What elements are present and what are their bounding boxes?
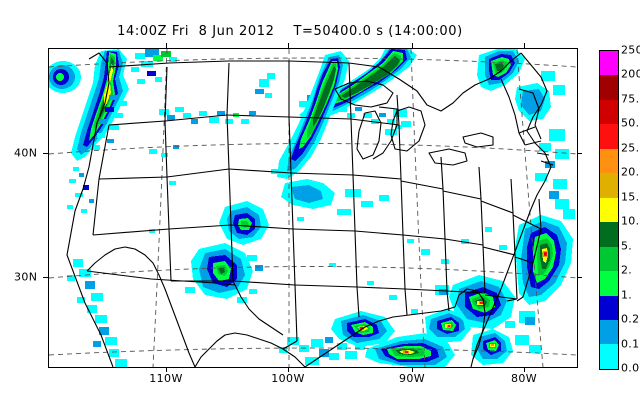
xtick-mark-0 <box>166 367 167 372</box>
ytick-label-30n: 30N <box>14 270 38 284</box>
colorbar-band-4 <box>600 148 618 174</box>
colorbar-band-0 <box>600 51 618 76</box>
colorbar-band-2 <box>600 99 618 125</box>
precip-cells-new-mexico <box>185 201 269 303</box>
colorbar-band-8 <box>600 246 618 272</box>
precip-band-atlantic-offshore <box>515 191 575 305</box>
precip-scatter-northern-rockies <box>91 49 256 157</box>
colorbar <box>599 50 619 370</box>
political-boundaries <box>66 52 554 367</box>
xtick-mark-top-2 <box>412 43 413 48</box>
xtick-label-80w: 80W <box>510 372 538 385</box>
colorbar-band-3 <box>600 124 618 149</box>
figure-title: 14:00Z Fri 8 Jun 2012 T=50400.0 s (14:00… <box>117 24 463 39</box>
ytick-label-40n: 40N <box>14 146 38 160</box>
precip-band-great-lakes <box>277 51 411 215</box>
colorbar-label-12: 0.10 <box>621 337 640 351</box>
lat-lon-graticule <box>49 49 577 367</box>
xtick-label-90w: 90W <box>398 372 426 385</box>
colorbar-label-13: 0.01 <box>621 361 640 375</box>
colorbar-band-7 <box>600 222 618 247</box>
colorbar-band-6 <box>600 197 618 223</box>
map-frame <box>48 48 578 368</box>
precipitation-field <box>49 49 575 367</box>
colorbar-band-5 <box>600 173 618 198</box>
ytick-mark-0 <box>43 153 48 154</box>
colorbar-label-6: 15. <box>621 190 640 204</box>
precip-cell-offshore-oregon <box>49 61 81 93</box>
colorbar-band-11 <box>600 319 618 345</box>
colorbar-label-0: 250. <box>621 43 640 57</box>
ytick-mark-right-1 <box>577 277 582 278</box>
map-canvas <box>49 49 577 367</box>
colorbar-label-7: 10. <box>621 214 640 228</box>
precip-coastal-baja <box>67 259 127 367</box>
map-panel <box>43 43 582 372</box>
colorbar-band-12 <box>600 344 618 369</box>
colorbar-label-2: 75. <box>621 92 640 106</box>
xtick-label-110w: 110W <box>149 372 183 385</box>
colorbar-label-9: 2. <box>621 263 633 277</box>
xtick-mark-1 <box>288 367 289 372</box>
colorbar-band-1 <box>600 75 618 100</box>
colorbar-label-8: 5. <box>621 239 633 253</box>
ytick-mark-right-0 <box>577 153 582 154</box>
colorbar-label-11: 0.25 <box>621 312 640 326</box>
precip-band-pacific-northwest <box>67 49 129 213</box>
ytick-mark-1 <box>43 277 48 278</box>
colorbar-label-3: 50. <box>621 116 640 130</box>
colorbar-band-9 <box>600 271 618 296</box>
xtick-mark-3 <box>524 367 525 372</box>
xtick-mark-top-1 <box>288 43 289 48</box>
xtick-mark-top-3 <box>524 43 525 48</box>
xtick-mark-2 <box>412 367 413 372</box>
colorbar-band-10 <box>600 295 618 320</box>
precip-band-northeast <box>477 49 569 189</box>
colorbar-label-10: 1. <box>621 288 633 302</box>
colorbar-label-1: 200. <box>621 67 640 81</box>
xtick-mark-top-0 <box>166 43 167 48</box>
colorbar-label-5: 20. <box>621 165 640 179</box>
xtick-label-100w: 100W <box>271 372 305 385</box>
colorbar-label-4: 25. <box>621 141 640 155</box>
